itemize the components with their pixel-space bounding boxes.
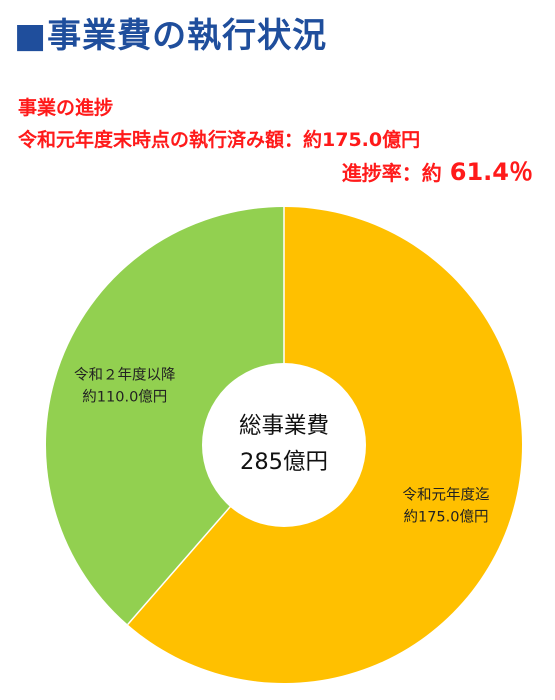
progress-heading: 事業の進捗 bbox=[18, 97, 114, 119]
slice-label-executed-value: 約175.0億円 bbox=[403, 509, 488, 526]
donut-hole bbox=[202, 363, 366, 527]
progress-summary: 事業の進捗 令和元年度末時点の執行済み額：約175.0億円 進捗率：約 61.4％ bbox=[18, 92, 533, 189]
slice-label-remaining-name: 令和２年度以降 bbox=[74, 366, 176, 383]
progress-rate-label: 進捗率：約 bbox=[341, 161, 442, 185]
progress-rate: 進捗率：約 61.4％ bbox=[18, 156, 533, 189]
center-label-total: 285億円 bbox=[240, 449, 328, 475]
page-title: ■事業費の執行状況 bbox=[14, 16, 328, 56]
slice-label-remaining-value: 約110.0億円 bbox=[82, 388, 167, 405]
slice-remaining bbox=[45, 206, 284, 625]
progress-rate-value: 61.4％ bbox=[449, 158, 533, 186]
slice-label-executed-name: 令和元年度迄 bbox=[403, 487, 490, 504]
center-label-title: 総事業費 bbox=[239, 413, 329, 439]
executed-amount-text: 令和元年度末時点の執行済み額：約175.0億円 bbox=[18, 129, 421, 151]
